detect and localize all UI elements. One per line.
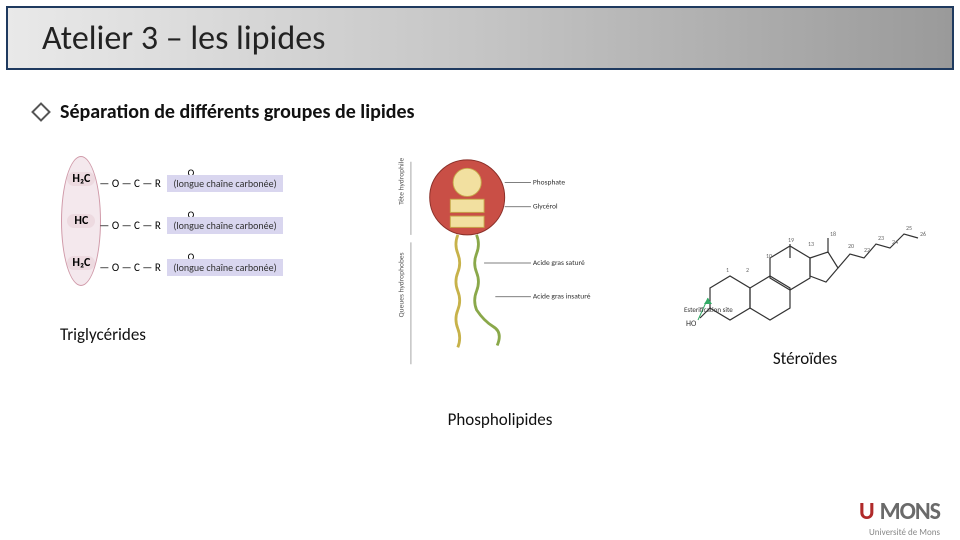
- svg-text:23: 23: [878, 234, 884, 242]
- figure-triglycerides: H₂C O — O — C — R (longue chaîne carboné…: [30, 158, 320, 345]
- tg-chem-3: O — O — C — R (longue chaîne carbonée): [99, 250, 282, 276]
- page-title: Atelier 3 – les lipides: [42, 18, 325, 59]
- figure-steroids: HO 1 2 10 19 13 18 20 22 23 24 25 26 Esterific…: [680, 158, 930, 369]
- tg-row-1: H₂C O — O — C — R (longue chaîne carboné…: [67, 158, 282, 200]
- caption-phospholipids: Phospholipides: [448, 409, 553, 430]
- svg-text:18: 18: [830, 230, 836, 238]
- tg-chem-1: O — O — C — R (longue chaîne carbonée): [99, 166, 282, 192]
- phospholipid-diagram: Phosphate Glycérol Acide gras saturé Aci…: [385, 158, 615, 383]
- svg-text:24: 24: [892, 238, 898, 246]
- logo-mons: MONS: [880, 497, 940, 526]
- steroid-structure: HO 1 2 10 19 13 18 20 22 23 24 25 26 Esterific…: [680, 158, 930, 328]
- tg-row-3: H₂C O — O — C — R (longue chaîne carboné…: [67, 242, 282, 284]
- svg-text:10: 10: [766, 252, 772, 260]
- tg-chem-2: O — O — C — R (longue chaîne carbonée): [99, 208, 282, 234]
- title-bar: Atelier 3 – les lipides: [6, 6, 954, 70]
- logo-sub: Université de Mons: [869, 527, 940, 538]
- tg-row-2: HC O — O — C — R (longue chaîne carbonée…: [67, 200, 282, 242]
- chain-label-3: (longue chaîne carbonée): [167, 259, 282, 276]
- svg-text:Queues hydrophobes: Queues hydrophobes: [397, 252, 406, 317]
- bullet-text: Séparation de différents groupes de lipi…: [60, 100, 415, 124]
- umons-logo: UMONS Université de Mons: [859, 497, 940, 526]
- ester-site-label: Esterification site: [684, 305, 733, 314]
- diamond-bullet-icon: [31, 102, 51, 122]
- svg-text:13: 13: [808, 240, 814, 248]
- label-phosphate: Phosphate: [533, 178, 566, 187]
- bullet-row: Séparation de différents groupes de lipi…: [34, 100, 415, 124]
- backbone-1: H₂C: [67, 172, 95, 186]
- figure-phospholipids: Phosphate Glycérol Acide gras saturé Aci…: [385, 158, 615, 430]
- backbone-3: H₂C: [67, 256, 95, 270]
- chain-label-2: (longue chaîne carbonée): [167, 217, 282, 234]
- figures-row: H₂C O — O — C — R (longue chaîne carboné…: [30, 158, 930, 430]
- triglyceride-structure: H₂C O — O — C — R (longue chaîne carboné…: [67, 158, 282, 284]
- logo-u: U: [859, 497, 874, 526]
- backbone-2: HC: [67, 214, 95, 228]
- svg-text:HO: HO: [686, 319, 697, 328]
- label-unsat: Acide gras insaturé: [533, 293, 591, 302]
- svg-text:20: 20: [848, 242, 854, 250]
- caption-triglycerides: Triglycérides: [60, 324, 146, 345]
- label-glycerol: Glycérol: [533, 203, 558, 212]
- svg-text:26: 26: [920, 230, 926, 238]
- svg-text:2: 2: [746, 266, 749, 274]
- svg-text:22: 22: [864, 246, 870, 254]
- label-sat: Acide gras saturé: [533, 259, 585, 268]
- svg-text:25: 25: [906, 224, 912, 232]
- chain-label-1: (longue chaîne carbonée): [167, 175, 282, 192]
- svg-text:1: 1: [726, 266, 729, 274]
- svg-text:Tête hydrophile: Tête hydrophile: [397, 158, 406, 205]
- caption-steroids: Stéroïdes: [773, 348, 837, 369]
- svg-text:19: 19: [788, 236, 794, 244]
